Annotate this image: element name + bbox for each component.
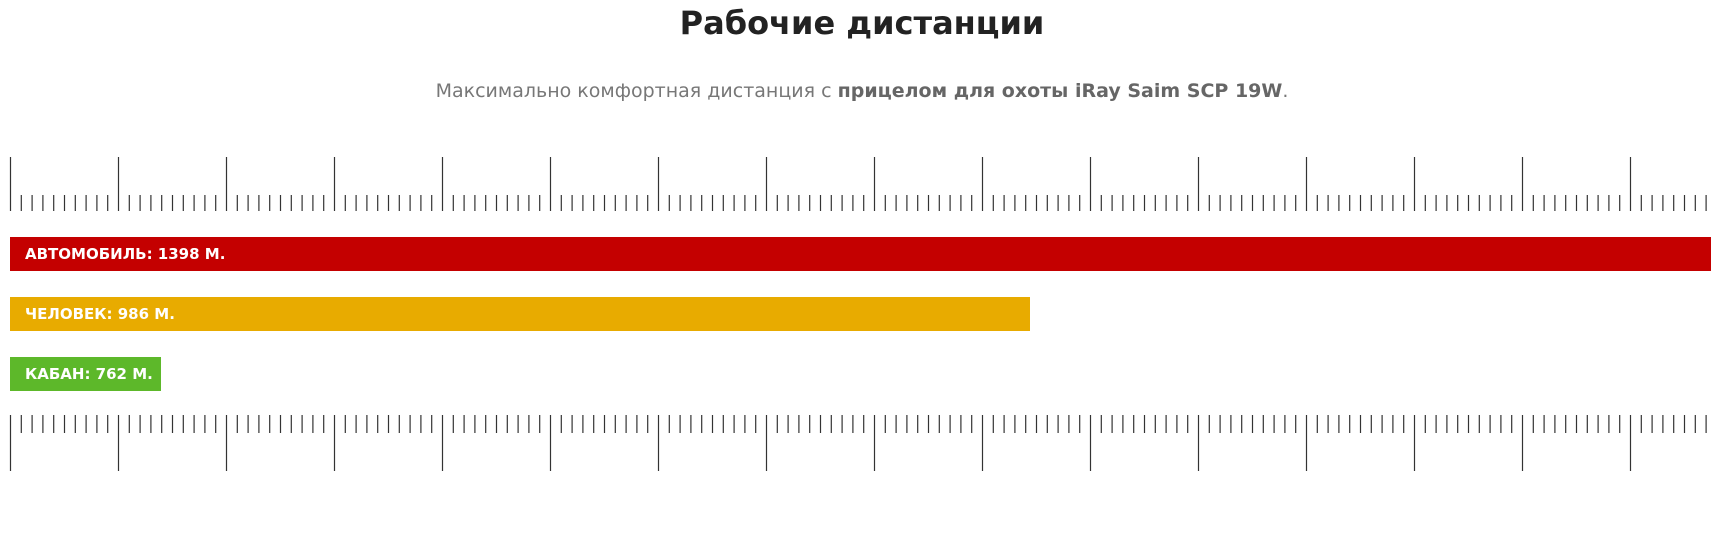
- subtitle-text: Максимально комфортная дистанция с: [435, 80, 832, 102]
- distance-bar: ЧЕЛОВЕК: 986 М.: [10, 297, 1030, 331]
- subtitle-emphasis: прицелом для охоты iRay Saim SCP 19W: [837, 80, 1283, 102]
- title: Рабочие дистанции: [679, 4, 1045, 42]
- subtitle: Максимально комфортная дистанция с прице…: [0, 80, 1724, 102]
- ruler-bottom: [9, 415, 1707, 471]
- distance-bar: АВТОМОБИЛЬ: 1398 М.: [10, 237, 1711, 271]
- subtitle-end: .: [1282, 80, 1289, 102]
- ruler-top: [9, 157, 1707, 211]
- distance-bar: КАБАН: 762 М.: [10, 357, 161, 391]
